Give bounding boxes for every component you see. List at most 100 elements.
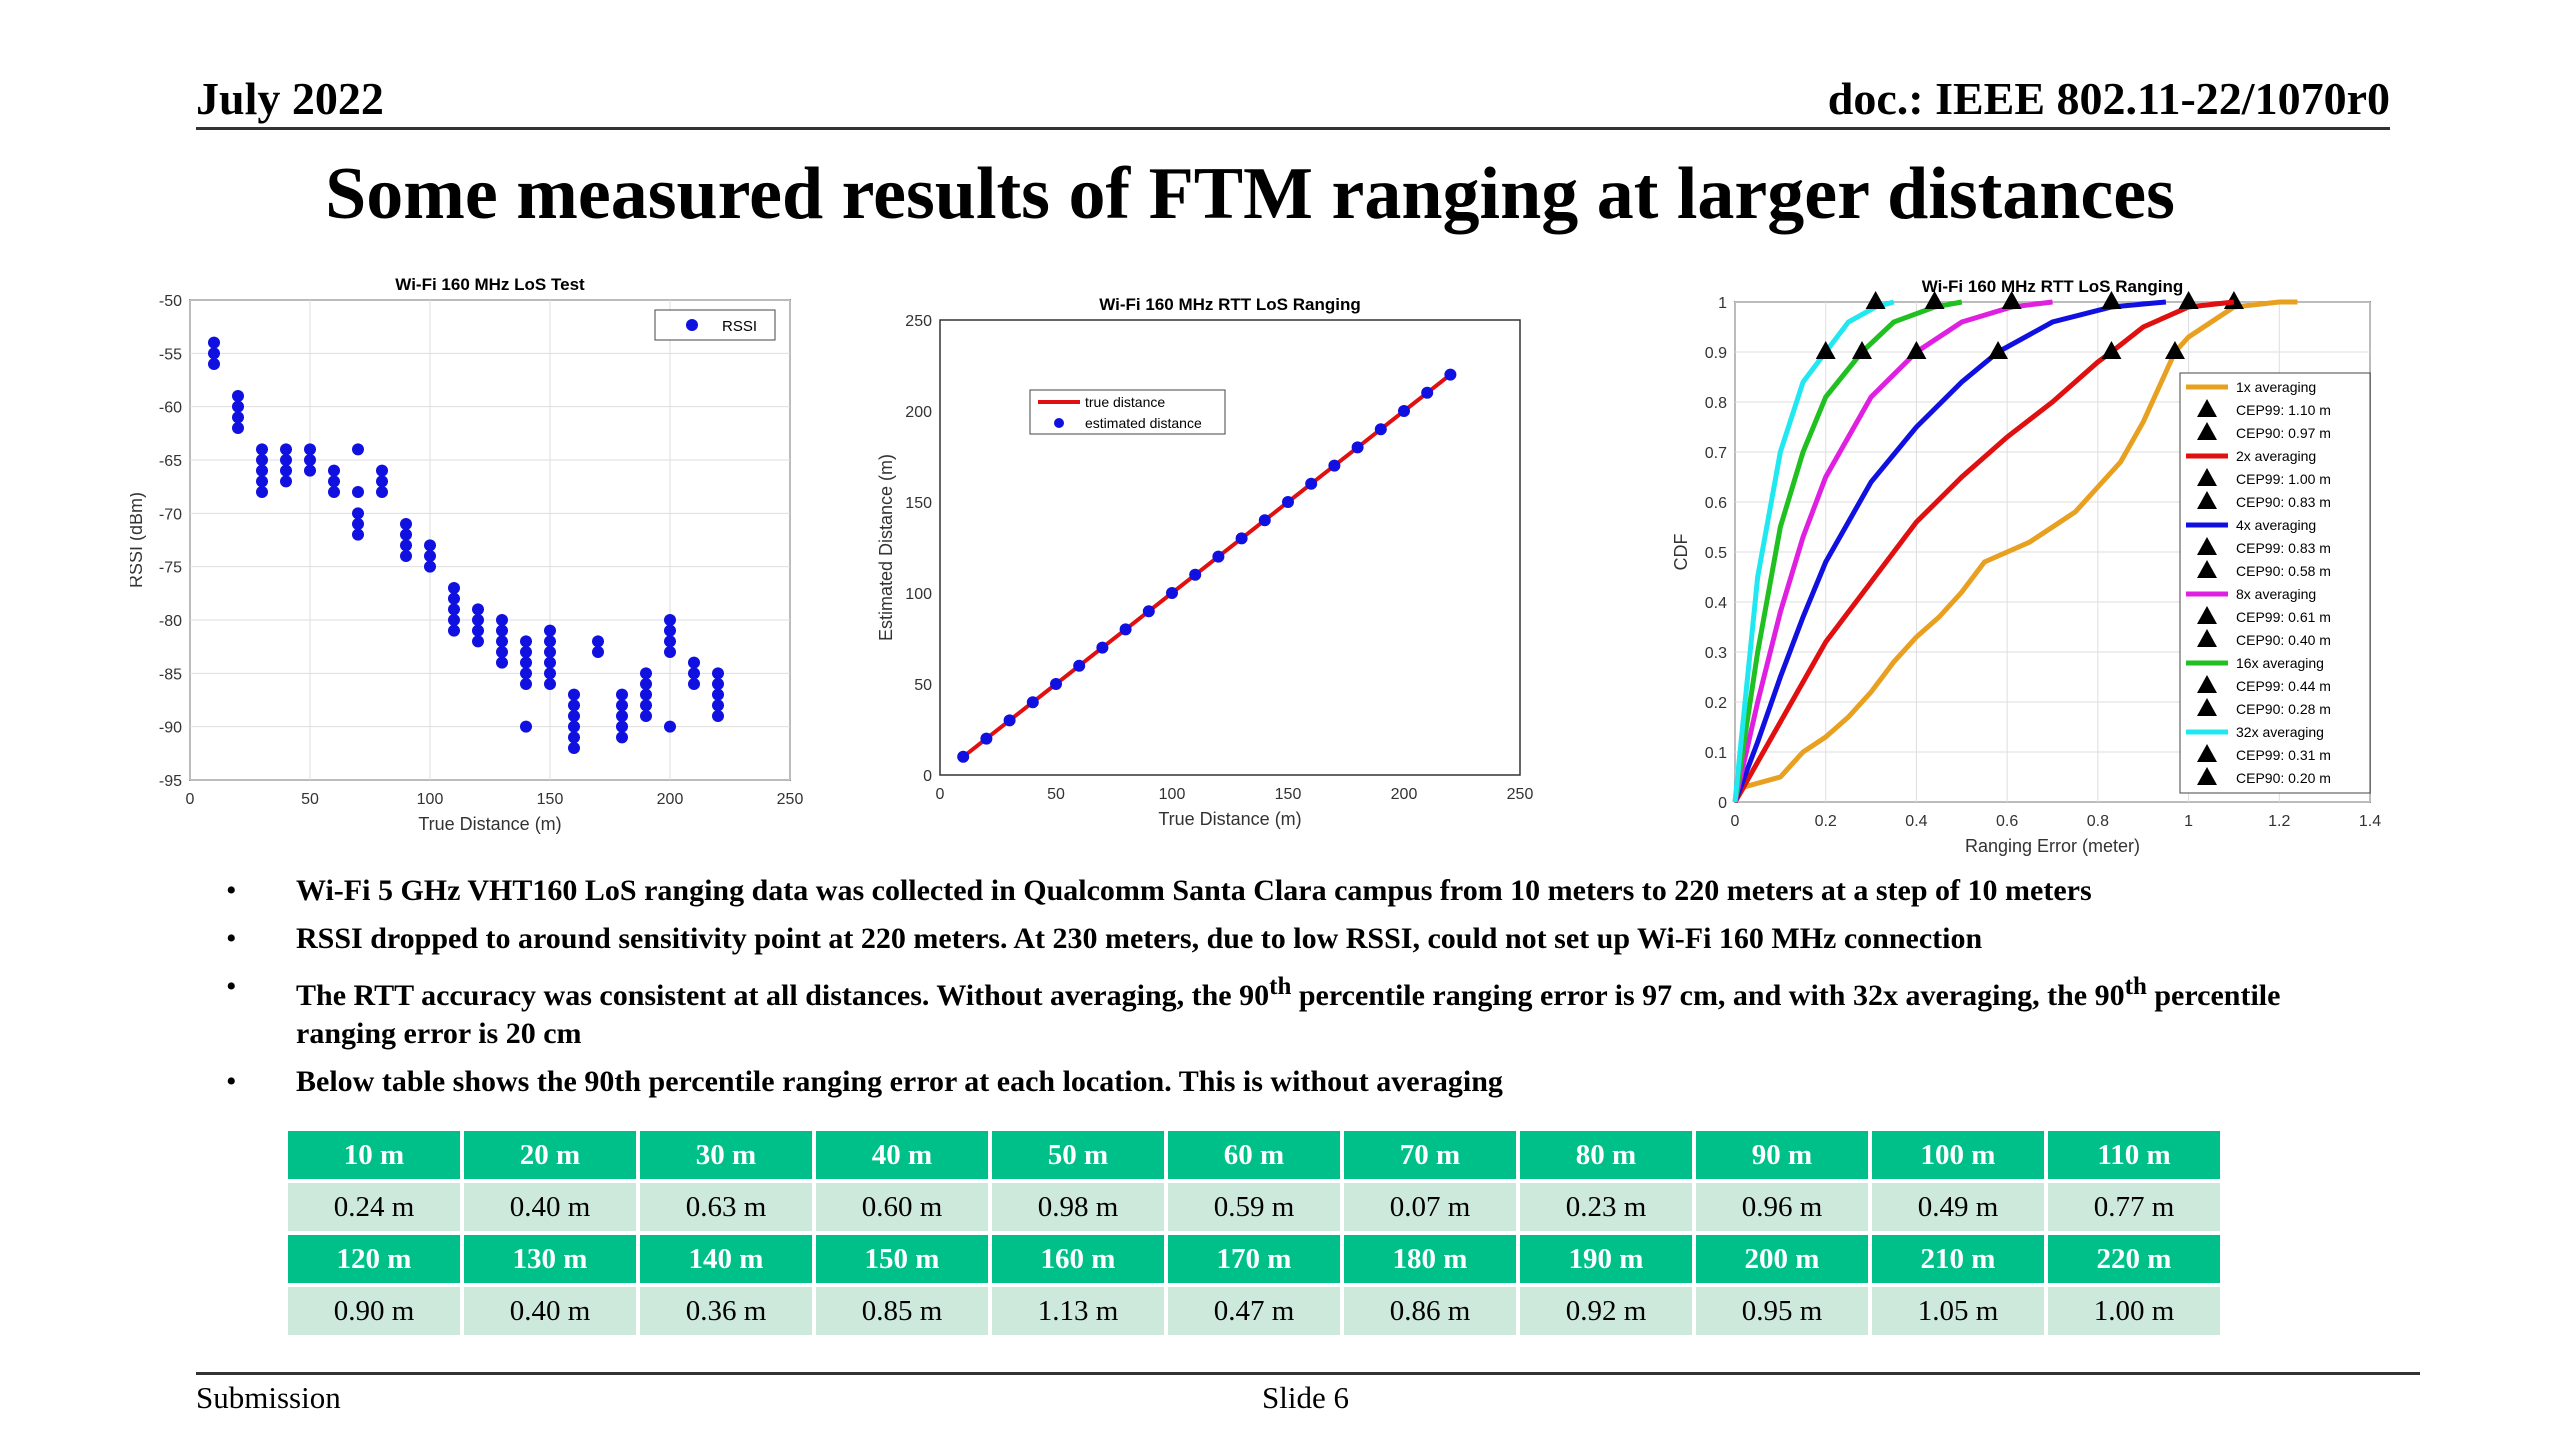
estimated-distance-point [957, 750, 970, 763]
table-value-row: 0.24 m 0.40 m 0.63 m 0.60 m 0.98 m 0.59 m 0.07… [288, 1183, 2220, 1231]
footer-rule [196, 1372, 2420, 1375]
estimated-distance-point [1003, 714, 1016, 727]
table-cell: 0.96 m [1696, 1183, 1868, 1231]
rssi-point [496, 635, 508, 648]
legend-label: CEP99: 0.44 m [2236, 678, 2331, 694]
y-tick-label: 200 [905, 404, 932, 421]
x-tick-label: 100 [417, 791, 444, 808]
estimated-distance-point [1050, 678, 1062, 690]
rssi-point [568, 731, 580, 744]
rssi-point [400, 539, 412, 552]
rssi-point [592, 646, 604, 658]
table-cell: 0.90 m [288, 1287, 460, 1335]
cep99-marker [1865, 291, 1886, 309]
rssi-point [280, 475, 292, 488]
rssi-point [496, 624, 508, 637]
rssi-point [328, 475, 340, 488]
header-doc-id: doc.: IEEE 802.11-22/1070r0 [1827, 73, 2390, 124]
legend-triangle [2197, 491, 2217, 509]
cep90-marker [2101, 341, 2122, 359]
rssi-point [520, 656, 532, 669]
cep90-marker [1815, 341, 1836, 359]
rssi-point [232, 400, 244, 413]
legend-label: RSSI [722, 318, 757, 335]
table-header-cell: 190 m [1520, 1235, 1692, 1283]
chart-title: Wi-Fi 160 MHz RTT LoS Ranging [1922, 277, 2183, 296]
estimated-distance-point [1096, 641, 1109, 654]
x-tick-label: 0.8 [2087, 813, 2109, 830]
table-header-cell: 140 m [640, 1235, 812, 1283]
bullet-text-b: percentile ranging error is 97 cm, and w… [1291, 979, 2125, 1012]
x-tick-label: 100 [1159, 786, 1186, 803]
table-header-row: 120 m 130 m 140 m 150 m 160 m 170 m 180 m 190 m… [288, 1235, 2220, 1283]
rssi-point [280, 454, 292, 466]
table-cell: 0.40 m [464, 1183, 636, 1231]
cdf-line [1732, 299, 1963, 803]
rssi-chart-svg: 0 50 100 150 200 250 -95 -90 -85 -80 -75 -70 -65 -60 -… [126, 275, 804, 834]
rssi-point [352, 518, 364, 530]
rssi-point [304, 454, 316, 466]
cep99-marker [2101, 291, 2122, 309]
table-header-cell: 120 m [288, 1235, 460, 1283]
cdf-chart-svg: 0 0.2 0.4 0.6 0.8 1 1.2 1.4 0 0.1 0.2 0.3 0.4 0.5 0.6 0… [1671, 277, 2381, 856]
estimated-distance-point [1189, 568, 1202, 581]
estimated-distance-point [1444, 368, 1457, 381]
cep90-marker [1852, 341, 1872, 359]
rssi-point [208, 347, 220, 360]
x-axis-label: True Distance (m) [1158, 809, 1301, 829]
rssi-point [496, 646, 508, 658]
y-tick-label: -95 [159, 773, 182, 790]
bullet-list: • Wi-Fi 5 GHz VHT160 LoS ranging data was… [220, 872, 2340, 1111]
legend-triangle [2197, 560, 2217, 578]
y-tick-label: 0.2 [1705, 695, 1727, 712]
footer-submission: Submission [196, 1380, 341, 1415]
rssi-point [376, 464, 388, 477]
rssi-point [256, 475, 268, 488]
y-tick-label: -70 [159, 506, 182, 523]
rssi-point [424, 550, 436, 562]
rssi-point [496, 656, 508, 669]
cdf-line [1732, 299, 2167, 803]
x-tick-label: 200 [1391, 786, 1418, 803]
table-header-cell: 160 m [992, 1235, 1164, 1283]
x-tick-label: 0 [186, 791, 195, 808]
legend-label: 4x averaging [2236, 517, 2316, 533]
x-tick-label: 200 [657, 791, 684, 808]
ranging-chart-svg: 0 50 100 150 200 250 0 50 100 150 200 250 Wi-Fi 160 … [876, 295, 1533, 829]
true-distance-line [961, 373, 1452, 759]
table-cell: 1.00 m [2048, 1287, 2220, 1335]
table-header-cell: 60 m [1168, 1131, 1340, 1179]
legend-triangle [2197, 537, 2217, 555]
legend-marker [1054, 418, 1064, 428]
table-header-cell: 70 m [1344, 1131, 1516, 1179]
legend-box [1029, 389, 1226, 435]
table-header-cell: 50 m [992, 1131, 1164, 1179]
rssi-point [304, 464, 316, 477]
y-tick-label: -50 [159, 293, 182, 310]
estimated-distance-point [1258, 514, 1271, 527]
x-tick-label: 250 [777, 791, 804, 808]
table-cell: 0.85 m [816, 1287, 988, 1335]
rssi-point [712, 667, 724, 680]
footer-slide-number: Slide 6 [1262, 1380, 1349, 1415]
cdf-line [1732, 299, 2235, 804]
x-axis-label: True Distance (m) [418, 814, 561, 834]
estimated-distance-point [1421, 386, 1434, 399]
table-header-cell: 200 m [1696, 1235, 1868, 1283]
estimated-distance-point [980, 732, 993, 745]
rssi-point [448, 592, 460, 605]
y-tick-label: 250 [905, 313, 932, 330]
legend-box [2179, 372, 2371, 794]
table-cell: 0.59 m [1168, 1183, 1340, 1231]
rssi-point [400, 550, 412, 562]
y-tick-label: 0.9 [1705, 345, 1727, 362]
y-tick-label: 0.3 [1705, 645, 1727, 662]
legend-label: 8x averaging [2236, 586, 2316, 602]
x-tick-label: 150 [537, 791, 564, 808]
rssi-point [520, 678, 532, 690]
rssi-point [232, 411, 244, 424]
rssi-point [712, 678, 724, 690]
y-tick-label: -85 [159, 666, 182, 683]
table-cell: 1.13 m [992, 1287, 1164, 1335]
cep90-marker [2164, 341, 2185, 359]
